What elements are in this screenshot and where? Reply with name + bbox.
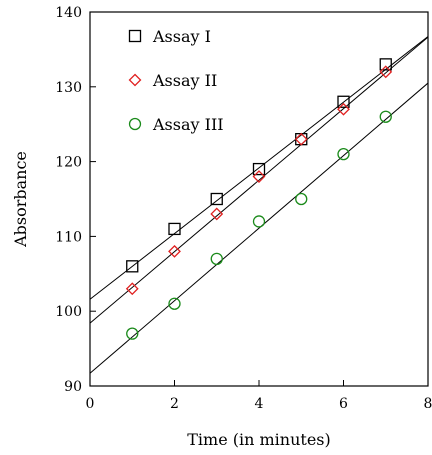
y-tick-label: 110 <box>55 229 82 245</box>
data-point <box>210 252 223 265</box>
x-tick-label: 6 <box>339 396 348 412</box>
data-point <box>210 192 223 206</box>
data-points <box>125 58 393 340</box>
data-point <box>337 95 350 108</box>
data-point <box>379 110 392 123</box>
data-point <box>126 327 139 340</box>
y-axis-ticks: 90 100 110 120 130 140 <box>55 5 96 395</box>
data-point <box>252 170 266 183</box>
legend-label: Assay I <box>152 27 211 46</box>
x-axis-label: Time (in minutes) <box>187 430 331 449</box>
y-axis-label: Absorbance <box>11 151 30 248</box>
legend: Assay I Assay II Assay III <box>128 27 224 134</box>
legend-label: Assay III <box>152 115 224 134</box>
x-tick-label: 4 <box>255 396 264 412</box>
fit-line <box>89 82 429 374</box>
x-tick-label: 0 <box>86 396 95 412</box>
data-point <box>295 192 308 206</box>
x-tick-label: 8 <box>424 396 432 412</box>
data-point <box>252 215 266 228</box>
x-tick-label: 2 <box>170 396 179 412</box>
data-point <box>379 65 393 79</box>
y-tick-label: 100 <box>55 304 82 320</box>
data-point <box>126 260 139 273</box>
legend-marker <box>128 117 142 131</box>
data-point <box>337 147 350 161</box>
y-tick-label: 120 <box>55 155 82 171</box>
plot-frame <box>89 11 429 387</box>
y-tick-label: 90 <box>64 379 82 395</box>
data-point <box>294 132 308 146</box>
fit-lines <box>89 36 429 374</box>
data-point <box>252 162 266 176</box>
fit-line <box>89 36 429 300</box>
data-point <box>168 297 181 310</box>
data-point <box>168 244 181 258</box>
legend-marker <box>128 73 142 87</box>
fit-line <box>89 36 429 324</box>
data-point <box>168 222 181 236</box>
y-tick-label: 140 <box>55 5 82 21</box>
y-tick-label: 130 <box>55 80 82 96</box>
x-axis-ticks: 0 2 4 6 8 <box>86 380 432 412</box>
data-point <box>210 207 224 221</box>
data-point <box>379 58 392 71</box>
legend-marker <box>128 29 142 43</box>
data-point <box>125 282 139 296</box>
legend-label: Assay II <box>152 71 217 90</box>
data-point <box>337 102 350 116</box>
